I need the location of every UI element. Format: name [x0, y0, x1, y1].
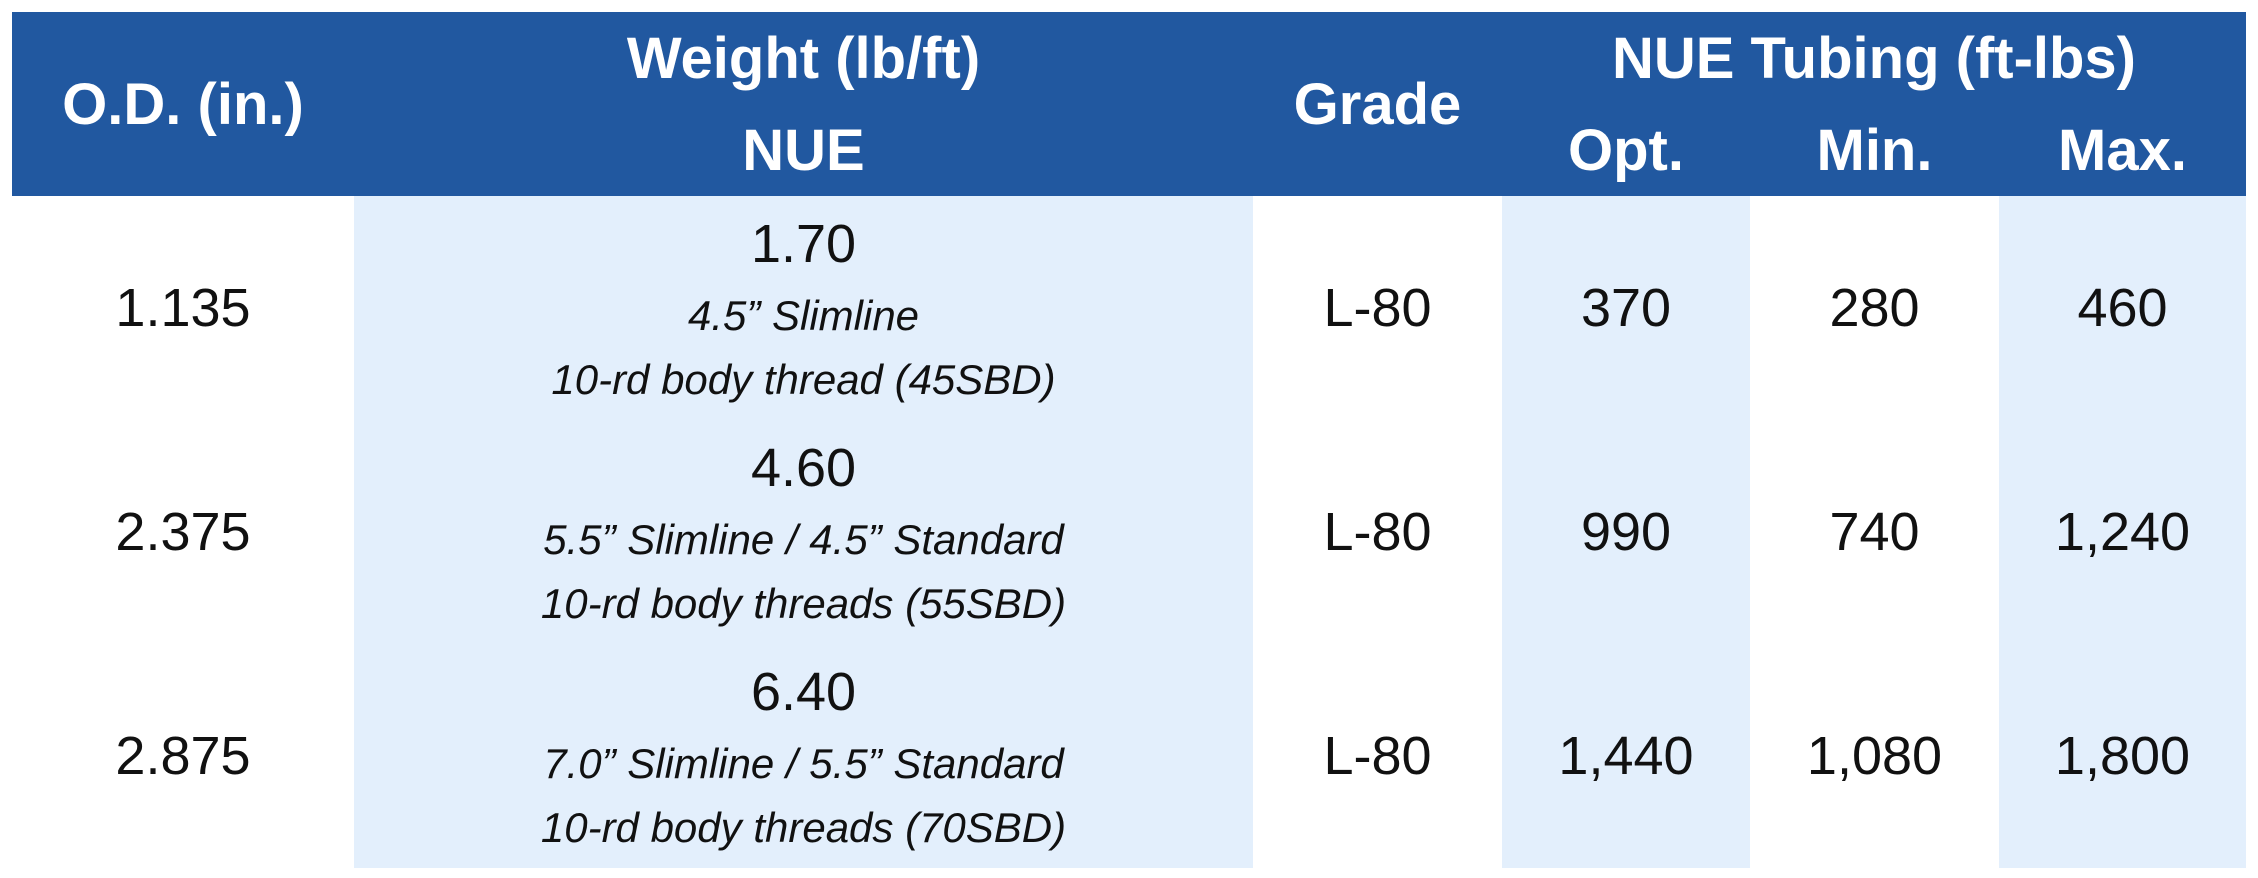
- grade-cell: L-80: [1323, 502, 1432, 562]
- weight-note: 10-rd body thread (45SBD): [551, 356, 1056, 403]
- grade-cell: L-80: [1323, 726, 1432, 786]
- weight-note: 5.5” Slimline / 4.5” Standard: [543, 516, 1064, 563]
- weight-note: 10-rd body threads (70SBD): [540, 804, 1067, 851]
- weight-value: 6.40: [750, 662, 857, 722]
- header-cell: O.D. (in.): [62, 71, 304, 137]
- weight-cell: 6.40 7.0” Slimline / 5.5” Standard 10-rd b…: [354, 644, 1253, 868]
- grade-cell: L-80: [1323, 278, 1432, 338]
- weight-cell: 4.60 5.5” Slimline / 4.5” Standard 10-rd b…: [354, 420, 1253, 644]
- header-cell: Grade: [1293, 71, 1462, 137]
- od-cell: 2.875: [115, 726, 251, 786]
- weight-value: 4.60: [750, 438, 857, 498]
- weight-note: 7.0” Slimline / 5.5” Standard: [543, 740, 1064, 787]
- header-cell: Min.: [1816, 117, 1933, 183]
- od-cell: 2.375: [115, 502, 251, 562]
- header-cell: Max.: [2058, 117, 2187, 183]
- shaded-column: [1999, 196, 2246, 868]
- header-cell: Weight (lb/ft): [626, 25, 981, 91]
- opt-cell: 990: [1580, 502, 1672, 562]
- shaded-column: [1502, 196, 1750, 868]
- weight-note: 10-rd body threads (55SBD): [540, 580, 1067, 627]
- max-cell: 1,240: [2054, 502, 2191, 562]
- max-cell: 1,800: [2054, 726, 2191, 786]
- header-band: [12, 12, 2246, 196]
- max-cell: 460: [2077, 278, 2168, 338]
- min-cell: 1,080: [1806, 726, 1943, 786]
- weight-note: 4.5” Slimline: [687, 292, 920, 339]
- header-cell: NUE: [742, 117, 865, 183]
- header-cell: Opt.: [1568, 117, 1684, 183]
- min-cell: 740: [1829, 502, 1920, 562]
- shaded-column: [354, 196, 1253, 868]
- header-cell: NUE Tubing (ft-lbs): [1611, 25, 2136, 91]
- opt-cell: 370: [1580, 278, 1672, 338]
- opt-cell: 1,440: [1558, 726, 1694, 786]
- min-cell: 280: [1829, 278, 1920, 338]
- od-cell: 1.135: [115, 278, 251, 338]
- weight-value: 1.70: [750, 214, 857, 274]
- weight-cell: 1.70 4.5” Slimline 10-rd body thread (45SB…: [354, 196, 1253, 420]
